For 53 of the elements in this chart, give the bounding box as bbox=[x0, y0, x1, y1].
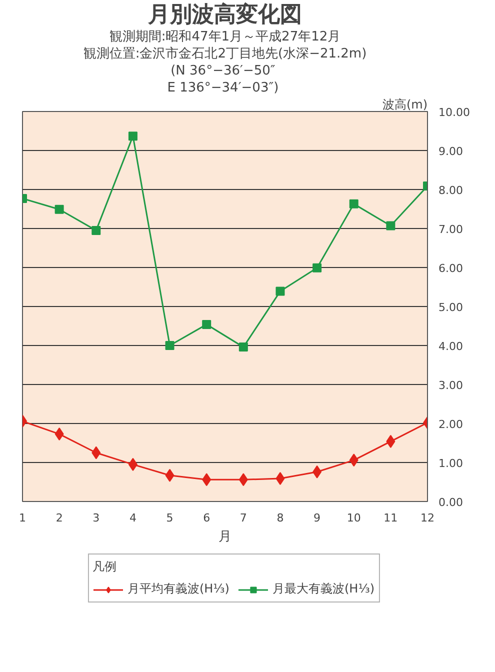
point bbox=[276, 472, 285, 485]
y-tick-label: 4.00 bbox=[438, 340, 463, 353]
point bbox=[238, 342, 248, 352]
x-tick-label: 2 bbox=[56, 512, 63, 524]
point bbox=[92, 446, 101, 460]
x-axis-title: 月 bbox=[218, 530, 232, 544]
y-tick-label: 7.00 bbox=[438, 223, 463, 236]
y-tick-label: 1.00 bbox=[438, 457, 463, 470]
y-tick-label: 9.00 bbox=[438, 145, 463, 158]
x-tick-label: 3 bbox=[92, 512, 100, 524]
text: (N 36°−36′−50″ bbox=[170, 64, 276, 78]
point bbox=[92, 226, 101, 235]
text: 観測位置:金沢市金石北2丁目地先(水深−21.2m) bbox=[83, 46, 367, 62]
point bbox=[165, 468, 174, 482]
x-tick-label: 5 bbox=[166, 512, 174, 524]
x-tick-label: 8 bbox=[276, 512, 284, 524]
point bbox=[312, 465, 322, 478]
y-tick-label: 10.00 bbox=[438, 106, 470, 119]
point bbox=[312, 263, 322, 272]
point bbox=[349, 199, 358, 208]
point bbox=[165, 341, 174, 350]
point bbox=[202, 320, 212, 329]
point bbox=[54, 204, 64, 214]
text: E 136°−34′−03″) bbox=[167, 80, 279, 96]
chart-title: 月別波高変化図 bbox=[147, 2, 302, 28]
chart-subtitle: 観測期間:昭和47年1月～平成27年12月 bbox=[109, 30, 341, 44]
y-tick-label: 2.00 bbox=[438, 418, 463, 431]
point bbox=[276, 286, 285, 296]
point bbox=[202, 473, 212, 486]
y-tick-label: 5.00 bbox=[438, 301, 463, 314]
x-tick-label: 1 bbox=[19, 512, 26, 524]
point bbox=[386, 434, 396, 448]
x-tick-label: 6 bbox=[203, 512, 210, 524]
point bbox=[349, 454, 358, 467]
x-tick-label: 12 bbox=[420, 512, 434, 524]
y-axis-title: 波高(m) bbox=[382, 98, 428, 112]
y-tick-label: 8.00 bbox=[438, 184, 463, 197]
point bbox=[238, 473, 248, 486]
point bbox=[386, 221, 396, 230]
legend-title: 凡例 bbox=[92, 558, 118, 576]
x-tick-label: 11 bbox=[384, 512, 398, 524]
point bbox=[128, 458, 138, 471]
x-tick-label: 9 bbox=[314, 512, 321, 524]
point bbox=[128, 132, 138, 141]
point bbox=[54, 428, 64, 441]
x-tick-label: 10 bbox=[346, 512, 361, 524]
x-tick-label: 7 bbox=[240, 512, 247, 524]
legend-label: 月最大有義波(H⅓) bbox=[272, 580, 375, 598]
legend-label: 月平均有義波(H⅓) bbox=[127, 580, 230, 598]
y-tick-label: 6.00 bbox=[438, 262, 463, 275]
y-tick-label: 3.00 bbox=[438, 379, 463, 392]
y-tick-label: 0.00 bbox=[438, 496, 463, 509]
x-tick-label: 4 bbox=[129, 512, 136, 524]
